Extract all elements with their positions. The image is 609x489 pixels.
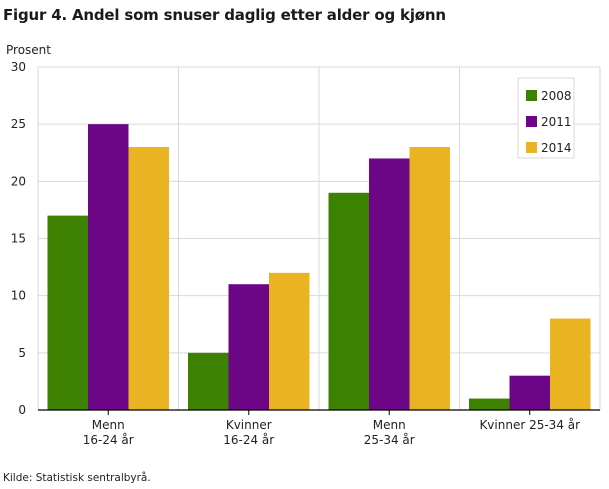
x-tick-label: 25-34 år — [364, 433, 415, 447]
bar-2008-1 — [188, 352, 229, 410]
x-tick-label: 16-24 år — [83, 433, 134, 447]
legend-label-2008: 2008 — [541, 89, 572, 103]
y-tick-label: 20 — [11, 174, 26, 188]
x-tick-label: Kvinner — [226, 418, 272, 432]
bar-2008-0 — [47, 215, 88, 410]
source-note: Kilde: Statistisk sentralbyrå. — [3, 472, 151, 484]
bar-2008-3 — [469, 398, 510, 410]
bars — [47, 124, 591, 411]
x-tick-label: Menn — [92, 418, 125, 432]
legend-swatch-2014 — [526, 142, 537, 153]
bar-2014-2 — [409, 147, 450, 411]
bar-2014-1 — [269, 272, 310, 410]
y-tick-label: 30 — [11, 60, 26, 74]
bar-2011-1 — [228, 284, 269, 410]
chart-title: Figur 4. Andel som snuser daglig etter a… — [3, 6, 446, 24]
y-tick-label: 5 — [18, 346, 26, 360]
legend-label-2014: 2014 — [541, 141, 572, 155]
bar-2008-2 — [328, 192, 369, 410]
bar-2014-0 — [128, 147, 169, 411]
y-tick-label: 10 — [11, 289, 26, 303]
x-tick-label: 16-24 år — [223, 433, 274, 447]
x-tick-label: Menn — [373, 418, 406, 432]
legend-label-2011: 2011 — [541, 115, 572, 129]
bar-2011-3 — [509, 375, 550, 410]
bar-2011-0 — [88, 124, 129, 411]
legend-swatch-2008 — [526, 90, 537, 101]
bar-2014-3 — [550, 318, 591, 410]
y-tick-label: 15 — [11, 232, 26, 246]
y-tick-label: 0 — [18, 403, 26, 417]
y-axis-label: Prosent — [6, 43, 51, 57]
x-tick-label: Kvinner 25-34 år — [479, 418, 580, 432]
legend: 2008 2011 2014 — [517, 77, 575, 159]
bar-2011-2 — [369, 158, 410, 410]
y-tick-label: 25 — [11, 117, 26, 131]
legend-swatch-2011 — [526, 116, 537, 127]
